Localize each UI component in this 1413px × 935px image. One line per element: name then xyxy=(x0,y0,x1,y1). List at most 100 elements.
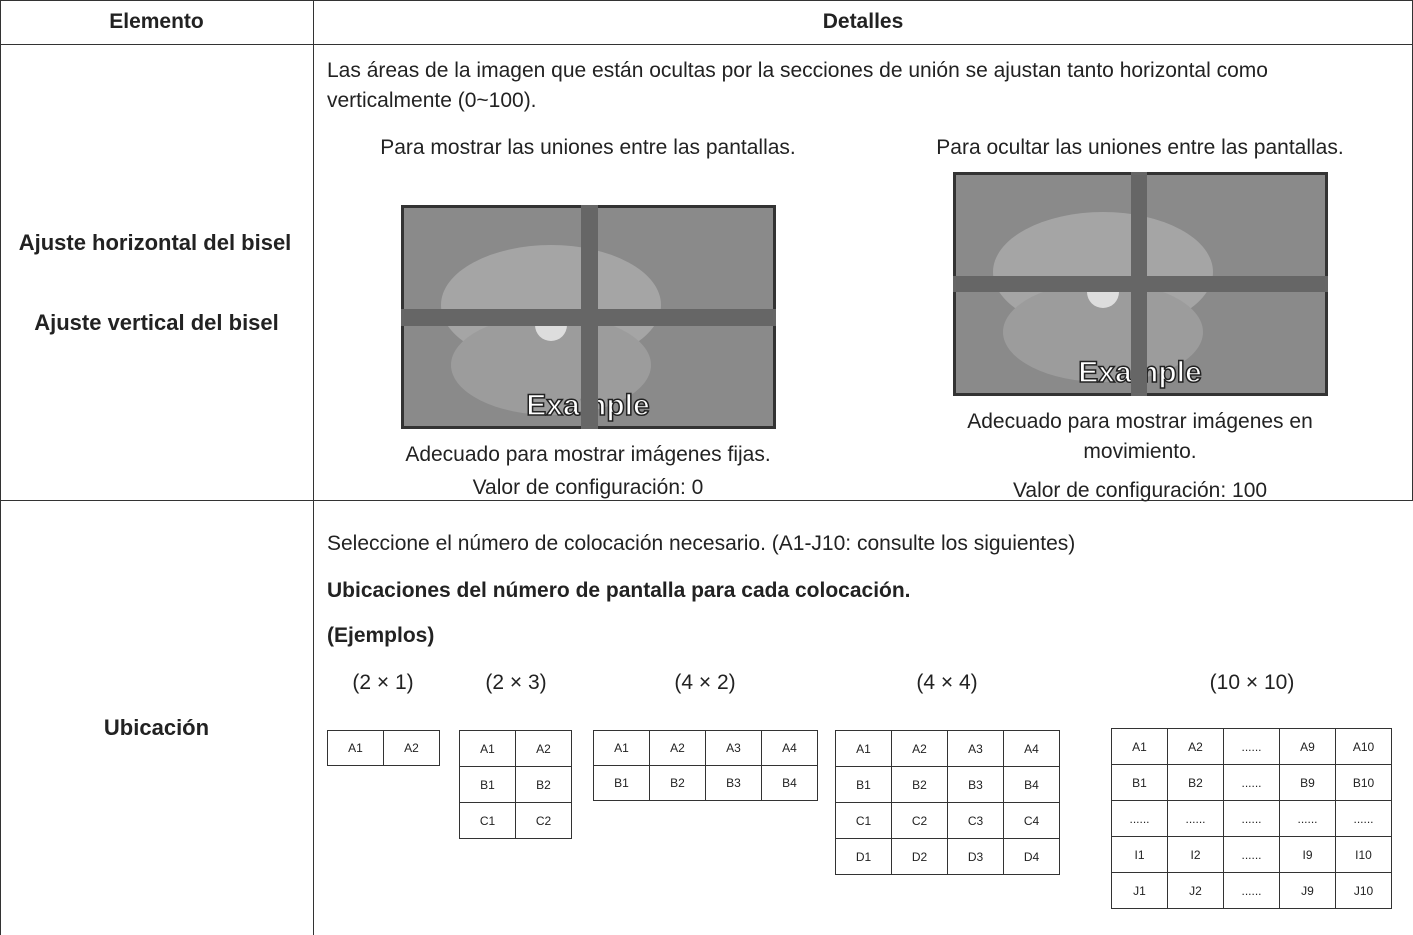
grid-cell: C3 xyxy=(947,802,1004,839)
seam xyxy=(953,276,1328,292)
placement-grid: A1 A2...... A9 A10 B1 B2...... B9 B10..........… xyxy=(1111,728,1392,909)
example-image: Example xyxy=(401,205,776,429)
placement-grid: A1 A2 xyxy=(327,730,440,766)
grid-cell: B10 xyxy=(1335,764,1392,801)
rule xyxy=(0,0,1413,1)
grid-cell: A1 xyxy=(327,730,384,766)
grid-row: C1 C2 C3 C4 xyxy=(835,802,1060,839)
placement-grid: A1 A2 A3 A4 B1 B2 B3 B4 xyxy=(593,730,818,801)
grid-row: A1 A2...... A9 A10 xyxy=(1111,728,1392,765)
petal xyxy=(1003,282,1203,382)
grid-row: C1 C2 xyxy=(459,802,572,839)
grid-cell: J2 xyxy=(1167,872,1224,909)
rule xyxy=(313,0,314,935)
placement-grid: A1 A2 A3 A4 B1 B2 B3 B4 C1 C2 C3 C4 D1 D2 D3 D4 xyxy=(835,730,1060,875)
grid-row: B1 B2 B3 B4 xyxy=(835,766,1060,803)
grid-row: A1 A2 A3 A4 xyxy=(835,730,1060,767)
grid-cell: C4 xyxy=(1003,802,1060,839)
caption: Para mostrar las uniones entre las panta… xyxy=(380,136,796,159)
grid-cell: ...... xyxy=(1167,800,1224,837)
header: Elemento xyxy=(109,10,204,33)
grid-cell: ...... xyxy=(1223,836,1280,873)
grid-row: D1 D2 D3 D4 xyxy=(835,838,1060,875)
grid-cell: A10 xyxy=(1335,728,1392,765)
grid-cell: I10 xyxy=(1335,836,1392,873)
grid-label: (4 × 2) xyxy=(674,671,736,694)
intro: Las áreas de la imagen que están ocultas… xyxy=(327,59,1268,112)
grid-row: A1 A2 xyxy=(327,730,440,766)
grid-cell: B2 xyxy=(891,766,948,803)
grid-cell: B4 xyxy=(1003,766,1060,803)
grid-cell: ...... xyxy=(1111,800,1168,837)
grid-row: B1 B2 B3 B4 xyxy=(593,765,818,801)
grid-cell: I1 xyxy=(1111,836,1168,873)
grid-cell: ...... xyxy=(1223,728,1280,765)
grid-cell: A2 xyxy=(383,730,440,766)
setting: Valor de configuración: 0 xyxy=(472,476,704,499)
grid-cell: J9 xyxy=(1279,872,1336,909)
grid-cell: D2 xyxy=(891,838,948,875)
grid-cell: ...... xyxy=(1335,800,1392,837)
grid-cell: ...... xyxy=(1279,800,1336,837)
grid-label: (10 × 10) xyxy=(1209,671,1295,694)
grid-cell: A3 xyxy=(947,730,1004,767)
grid-cell: B1 xyxy=(593,765,650,801)
grid-cell: A1 xyxy=(835,730,892,767)
grid-cell: A4 xyxy=(1003,730,1060,767)
grid-cell: D3 xyxy=(947,838,1004,875)
grid-cell: B3 xyxy=(705,765,762,801)
grid-cell: A2 xyxy=(1167,728,1224,765)
grid-cell: A2 xyxy=(649,730,706,766)
grid-cell: ...... xyxy=(1223,800,1280,837)
grid-cell: D1 xyxy=(835,838,892,875)
grid-cell: B9 xyxy=(1279,764,1336,801)
grid-cell: J1 xyxy=(1111,872,1168,909)
description: Adecuado para mostrar imágenes en movimi… xyxy=(967,410,1313,463)
petal xyxy=(451,315,651,415)
rule xyxy=(0,500,1413,501)
grid-cell: ...... xyxy=(1223,872,1280,909)
grid-cell: A2 xyxy=(891,730,948,767)
grid-row: B1 B2...... B9 B10 xyxy=(1111,764,1392,801)
grid-cell: B2 xyxy=(1167,764,1224,801)
grid-cell: B1 xyxy=(835,766,892,803)
grid-cell: C2 xyxy=(515,802,572,839)
grid-cell: I9 xyxy=(1279,836,1336,873)
seam xyxy=(401,309,776,326)
examples-label: (Ejemplos) xyxy=(327,624,435,647)
grid-cell: A3 xyxy=(705,730,762,766)
grid-cell: A9 xyxy=(1279,728,1336,765)
description: Adecuado para mostrar imágenes fijas. xyxy=(405,443,771,466)
rule xyxy=(0,0,1,935)
grid-row: A1 A2 A3 A4 xyxy=(593,730,818,766)
grid-cell: D4 xyxy=(1003,838,1060,875)
item: Ubicación xyxy=(103,715,210,740)
example-image: Example xyxy=(953,172,1328,396)
grid-label: (2 × 1) xyxy=(352,671,414,694)
grid-cell: B2 xyxy=(515,766,572,803)
placement-grid: A1 A2 B1 B2 C1 C2 xyxy=(459,730,572,839)
grid-cell: ...... xyxy=(1223,764,1280,801)
grid-cell: J10 xyxy=(1335,872,1392,909)
grid-cell: A4 xyxy=(761,730,818,766)
grid-cell: A2 xyxy=(515,730,572,767)
item: Ajuste horizontal del bisel xyxy=(18,230,292,255)
grid-cell: A1 xyxy=(459,730,516,767)
grid-cell: B3 xyxy=(947,766,1004,803)
grid-cell: B1 xyxy=(459,766,516,803)
header: Detalles xyxy=(822,10,904,33)
grid-row: .............................. xyxy=(1111,800,1392,837)
grid-cell: B4 xyxy=(761,765,818,801)
rule xyxy=(0,44,1413,45)
item: Ajuste vertical del bisel xyxy=(34,310,279,335)
grid-cell: A1 xyxy=(1111,728,1168,765)
grid-cell: I2 xyxy=(1167,836,1224,873)
grid-label: (2 × 3) xyxy=(485,671,547,694)
grid-cell: C1 xyxy=(459,802,516,839)
grid-row: I1 I2...... I9 I10 xyxy=(1111,836,1392,873)
grid-row: J1 J2...... J9 J10 xyxy=(1111,872,1392,909)
caption: Para ocultar las uniones entre las panta… xyxy=(936,136,1344,159)
intro: Seleccione el número de colocación neces… xyxy=(327,532,1076,555)
grid-label: (4 × 4) xyxy=(916,671,978,694)
